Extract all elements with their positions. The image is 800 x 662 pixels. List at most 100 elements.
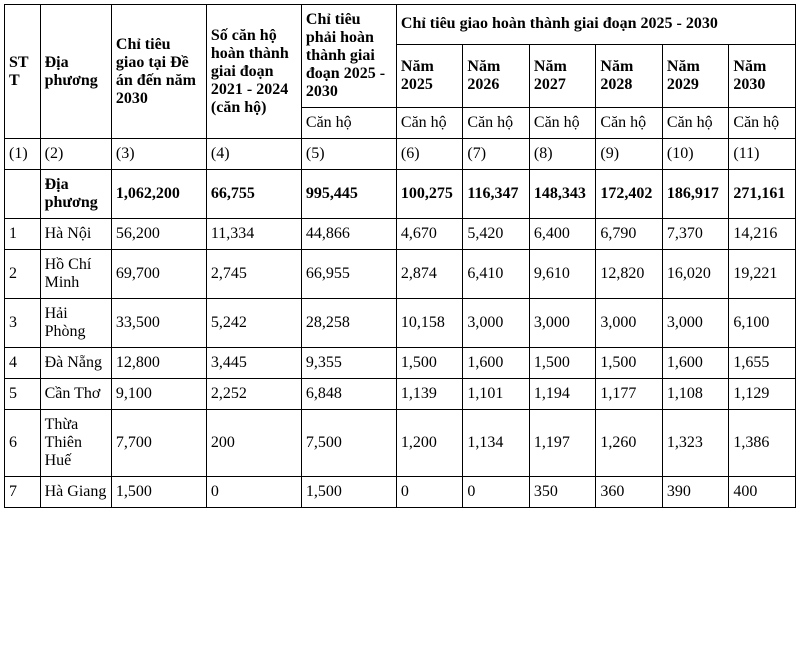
total-stt	[5, 170, 41, 219]
cell-v9: 6,790	[596, 219, 663, 250]
total-v8: 148,343	[529, 170, 596, 219]
unit-col5: Căn hộ	[301, 108, 396, 139]
cell-v4: 5,242	[206, 299, 301, 348]
cell-v10: 1,600	[662, 348, 729, 379]
table-header: STT Địa phương Chỉ tiêu giao tại Đề án đ…	[5, 5, 796, 170]
cell-v3: 12,800	[111, 348, 206, 379]
cell-v3: 9,100	[111, 379, 206, 410]
cell-v10: 390	[662, 477, 729, 508]
cell-stt: 3	[5, 299, 41, 348]
idx-6: (6)	[396, 139, 463, 170]
cell-v8: 1,197	[529, 410, 596, 477]
cell-v7: 0	[463, 477, 530, 508]
cell-v11: 1,655	[729, 348, 796, 379]
cell-v3: 33,500	[111, 299, 206, 348]
cell-v6: 1,500	[396, 348, 463, 379]
idx-7: (7)	[463, 139, 530, 170]
cell-name: Hà Giang	[40, 477, 111, 508]
cell-v9: 1,500	[596, 348, 663, 379]
table-row: 1Hà Nội56,20011,33444,8664,6705,4206,400…	[5, 219, 796, 250]
total-v9: 172,402	[596, 170, 663, 219]
index-row: (1) (2) (3) (4) (5) (6) (7) (8) (9) (10)…	[5, 139, 796, 170]
cell-v7: 5,420	[463, 219, 530, 250]
cell-name: Hà Nội	[40, 219, 111, 250]
cell-v8: 350	[529, 477, 596, 508]
cell-v4: 3,445	[206, 348, 301, 379]
cell-v3: 7,700	[111, 410, 206, 477]
idx-9: (9)	[596, 139, 663, 170]
idx-10: (10)	[662, 139, 729, 170]
cell-v5: 28,258	[301, 299, 396, 348]
cell-name: Cần Thơ	[40, 379, 111, 410]
cell-v8: 3,000	[529, 299, 596, 348]
header-stt: STT	[5, 5, 41, 139]
cell-v3: 69,700	[111, 250, 206, 299]
cell-v10: 1,323	[662, 410, 729, 477]
cell-stt: 6	[5, 410, 41, 477]
cell-name: Đà Nẵng	[40, 348, 111, 379]
unit-2026: Căn hộ	[463, 108, 530, 139]
idx-2: (2)	[40, 139, 111, 170]
cell-v11: 14,216	[729, 219, 796, 250]
cell-v11: 1,386	[729, 410, 796, 477]
cell-v5: 66,955	[301, 250, 396, 299]
header-dia-phuong: Địa phương	[40, 5, 111, 139]
cell-v7: 1,600	[463, 348, 530, 379]
cell-v7: 1,101	[463, 379, 530, 410]
cell-v8: 1,194	[529, 379, 596, 410]
cell-v6: 10,158	[396, 299, 463, 348]
header-2026: Năm 2026	[463, 44, 530, 107]
cell-stt: 7	[5, 477, 41, 508]
header-2030: Năm 2030	[729, 44, 796, 107]
unit-2028: Căn hộ	[596, 108, 663, 139]
unit-2025: Căn hộ	[396, 108, 463, 139]
cell-v11: 400	[729, 477, 796, 508]
cell-v9: 3,000	[596, 299, 663, 348]
cell-v11: 19,221	[729, 250, 796, 299]
cell-stt: 4	[5, 348, 41, 379]
cell-v5: 1,500	[301, 477, 396, 508]
cell-v9: 1,177	[596, 379, 663, 410]
cell-v8: 6,400	[529, 219, 596, 250]
header-col4: Số căn hộ hoàn thành giai đoạn 2021 - 20…	[206, 5, 301, 139]
header-col3: Chỉ tiêu giao tại Đề án đến năm 2030	[111, 5, 206, 139]
cell-v5: 44,866	[301, 219, 396, 250]
table-row: 4Đà Nẵng12,8003,4459,3551,5001,6001,5001…	[5, 348, 796, 379]
idx-11: (11)	[729, 139, 796, 170]
unit-2030: Căn hộ	[729, 108, 796, 139]
cell-v4: 2,252	[206, 379, 301, 410]
total-v7: 116,347	[463, 170, 530, 219]
total-label: Địa phương	[40, 170, 111, 219]
cell-v7: 1,134	[463, 410, 530, 477]
cell-v6: 4,670	[396, 219, 463, 250]
total-v10: 186,917	[662, 170, 729, 219]
cell-v6: 0	[396, 477, 463, 508]
unit-2029: Căn hộ	[662, 108, 729, 139]
table-row: 6Thừa Thiên Huế7,7002007,5001,2001,1341,…	[5, 410, 796, 477]
total-v6: 100,275	[396, 170, 463, 219]
idx-3: (3)	[111, 139, 206, 170]
table-body: Địa phương 1,062,200 66,755 995,445 100,…	[5, 170, 796, 508]
cell-v5: 6,848	[301, 379, 396, 410]
cell-v11: 6,100	[729, 299, 796, 348]
idx-1: (1)	[5, 139, 41, 170]
table-row: 5Cần Thơ9,1002,2526,8481,1391,1011,1941,…	[5, 379, 796, 410]
cell-stt: 1	[5, 219, 41, 250]
cell-v10: 1,108	[662, 379, 729, 410]
cell-v10: 3,000	[662, 299, 729, 348]
total-v4: 66,755	[206, 170, 301, 219]
cell-v10: 7,370	[662, 219, 729, 250]
table-row: 7Hà Giang1,50001,50000350360390400	[5, 477, 796, 508]
header-2025: Năm 2025	[396, 44, 463, 107]
cell-v6: 1,200	[396, 410, 463, 477]
cell-name: Hồ Chí Minh	[40, 250, 111, 299]
total-v11: 271,161	[729, 170, 796, 219]
cell-name: Hải Phòng	[40, 299, 111, 348]
cell-name: Thừa Thiên Huế	[40, 410, 111, 477]
cell-v3: 56,200	[111, 219, 206, 250]
table-row: 2Hồ Chí Minh69,7002,74566,9552,8746,4109…	[5, 250, 796, 299]
cell-v5: 7,500	[301, 410, 396, 477]
total-v5: 995,445	[301, 170, 396, 219]
idx-5: (5)	[301, 139, 396, 170]
cell-v6: 2,874	[396, 250, 463, 299]
